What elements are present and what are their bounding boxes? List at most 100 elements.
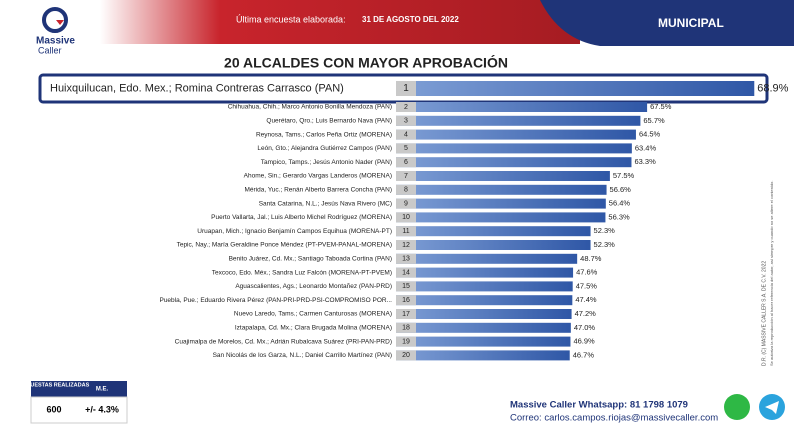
bar bbox=[396, 81, 755, 96]
category-label: Puebla, Pue.; Eduardo Rivera Pérez (PAN-… bbox=[159, 297, 392, 304]
brand: Caller bbox=[38, 45, 62, 55]
value-label: 65.7% bbox=[643, 116, 665, 125]
value-label: 52.3% bbox=[594, 240, 616, 249]
bar bbox=[396, 226, 591, 237]
section-title: MUNICIPAL bbox=[658, 16, 724, 30]
value-label: 47.4% bbox=[575, 295, 597, 304]
rank-label: 17 bbox=[402, 311, 410, 318]
value-label: 67.5% bbox=[650, 102, 672, 111]
rank-label: 5 bbox=[404, 145, 408, 152]
rank-box bbox=[396, 350, 416, 361]
reproduction-note: Se autoriza la reproducción al hacer ref… bbox=[769, 181, 774, 366]
category-label: Querétaro, Qro.; Luis Bernardo Nava (PAN… bbox=[266, 118, 392, 125]
rank-box bbox=[396, 322, 416, 333]
rank-label: 13 bbox=[402, 256, 410, 263]
bar bbox=[396, 309, 572, 319]
rank-box bbox=[396, 309, 416, 319]
rank-label: 7 bbox=[404, 173, 408, 180]
bar bbox=[396, 129, 636, 140]
bar bbox=[396, 295, 573, 306]
rank-box bbox=[396, 157, 416, 168]
stat-header bbox=[77, 381, 127, 397]
rank-box bbox=[396, 240, 416, 250]
rank-label: 2 bbox=[404, 104, 408, 111]
rank-label: 19 bbox=[402, 338, 410, 345]
bar bbox=[396, 184, 607, 195]
rank-label: 16 bbox=[402, 297, 410, 304]
value-label: 52.3% bbox=[594, 226, 616, 235]
category-label: Santa Catarina, N.L.; Jesús Nava Rivero … bbox=[259, 200, 392, 207]
rank-box bbox=[396, 226, 416, 237]
category-label: Chihuahua, Chih.; Marco Antonio Bonilla … bbox=[228, 104, 392, 111]
rank-box bbox=[396, 143, 416, 154]
stat-value: +/- 4.3% bbox=[85, 404, 119, 414]
bar bbox=[396, 115, 641, 126]
bar bbox=[396, 336, 571, 347]
bar bbox=[396, 253, 578, 264]
rank-label: 6 bbox=[404, 159, 408, 166]
category-label: Aguascalientes, Ags.; Leonardo Montañez … bbox=[235, 283, 392, 290]
bar bbox=[396, 267, 574, 278]
rank-box bbox=[396, 81, 416, 96]
bar bbox=[396, 212, 606, 223]
value-label: 63.3% bbox=[634, 157, 656, 166]
category-label: León, Gto.; Alejandra Gutiérrez Campos (… bbox=[257, 145, 392, 152]
telegram-glyph bbox=[765, 401, 779, 414]
bar bbox=[396, 281, 573, 292]
rank-box bbox=[396, 281, 416, 292]
value-label: 64.5% bbox=[639, 130, 661, 139]
stat-header bbox=[31, 381, 77, 397]
category-label: Ahome, Sin.; Gerardo Vargas Landeros (MO… bbox=[244, 173, 392, 180]
value-label: 46.9% bbox=[573, 337, 595, 346]
rank-label: 18 bbox=[402, 325, 410, 332]
rank-label: 11 bbox=[402, 228, 409, 235]
value-label: 47.6% bbox=[576, 268, 598, 277]
category-label: Mérida, Yuc.; Renán Alberto Barrera Conc… bbox=[244, 187, 392, 194]
chart-title: 20 ALCALDES CON MAYOR APROBACIÓN bbox=[224, 54, 508, 71]
rank-box bbox=[396, 295, 416, 306]
bar bbox=[396, 143, 632, 154]
bar bbox=[396, 198, 606, 209]
rank-box bbox=[396, 253, 416, 264]
email: Correo: carlos.campos.riojas@massivecall… bbox=[510, 413, 718, 424]
whatsapp: Massive Caller Whatsapp: 81 1798 1079 bbox=[510, 400, 688, 411]
rights: D.R. (C) MASSIVE CALLER S.A. DE C.V. 202… bbox=[761, 261, 767, 366]
stat-value: 600 bbox=[46, 404, 61, 414]
value-label: 47.2% bbox=[575, 309, 597, 318]
bar bbox=[396, 171, 610, 181]
rank-box bbox=[396, 115, 416, 126]
section-band bbox=[540, 0, 794, 46]
bar bbox=[396, 157, 632, 168]
rank-label: 4 bbox=[404, 131, 408, 138]
survey-label: Última encuesta elaborada: bbox=[236, 14, 346, 24]
category-label: Texcoco, Edo. Méx.; Sandra Luz Falcón (M… bbox=[212, 269, 392, 276]
value-label: 48.7% bbox=[580, 254, 602, 263]
stat-label: M.E. bbox=[96, 387, 109, 393]
value-label: 56.4% bbox=[609, 199, 631, 208]
value-label: 56.6% bbox=[610, 185, 632, 194]
category-label: Tampico, Tamps.; Jesús Antonio Nader (PA… bbox=[261, 159, 392, 166]
rank-box bbox=[396, 212, 416, 223]
category-label: Nuevo Laredo, Tams.; Carmen Canturosas (… bbox=[234, 311, 392, 318]
category-label: Tepic, Nay.; María Geraldine Ponce Ménde… bbox=[177, 242, 392, 249]
rank-box bbox=[396, 129, 416, 140]
header-band bbox=[100, 0, 580, 44]
rank-box bbox=[396, 336, 416, 347]
rank-label: 9 bbox=[404, 200, 408, 207]
stat-label: ENCUESTAS REALIZADAS bbox=[19, 382, 90, 388]
bar bbox=[396, 240, 591, 250]
value-label: 47.5% bbox=[576, 281, 598, 290]
category-label: San Nicolás de los Garza, N.L.; Daniel C… bbox=[213, 352, 392, 359]
rank-box bbox=[396, 267, 416, 278]
rank-label: 14 bbox=[402, 269, 410, 276]
bar bbox=[396, 102, 648, 112]
value-label: 56.3% bbox=[608, 212, 630, 221]
value-label: 57.5% bbox=[613, 171, 635, 180]
rank-box bbox=[396, 171, 416, 181]
bar-rows: Huixquilucan, Edo. Mex.; Romina Contrera… bbox=[50, 81, 789, 361]
value-label: 68.9% bbox=[757, 82, 788, 94]
category-label: Cuajimalpa de Morelos, Cd. Mx.; Adrián R… bbox=[175, 338, 392, 345]
category-label: Huixquilucan, Edo. Mex.; Romina Contrera… bbox=[50, 82, 344, 94]
bar bbox=[396, 322, 571, 333]
